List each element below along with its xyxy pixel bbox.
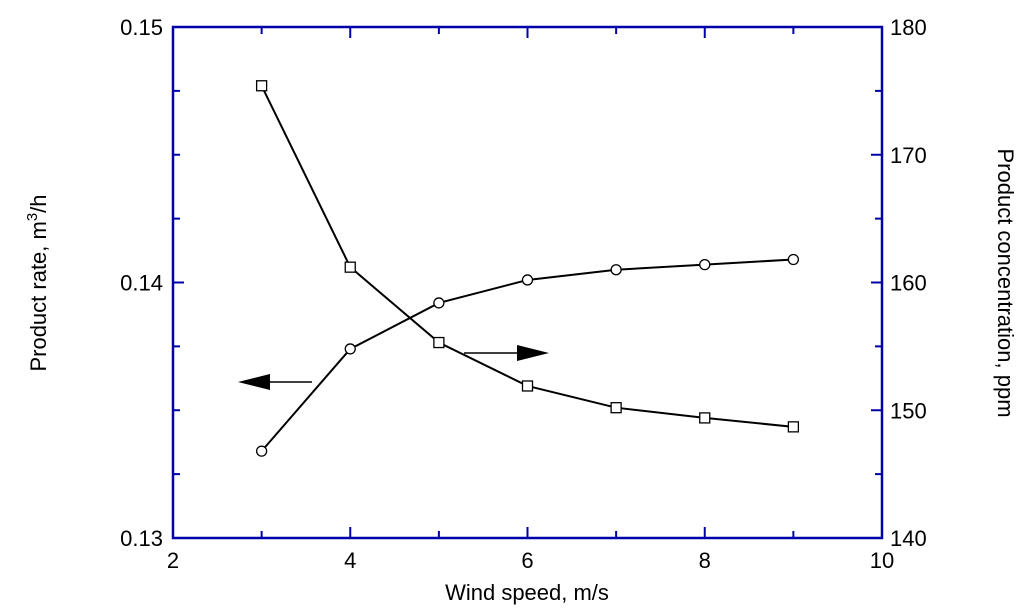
circle-point <box>787 253 800 266</box>
y-axis-right-title: Product concentration, ppm <box>993 148 1018 417</box>
circle-point <box>521 274 534 286</box>
circle-point <box>255 445 268 457</box>
y-axis-left-title-superscript: 3 <box>24 213 41 221</box>
x-tick-label: 10 <box>870 548 894 573</box>
circle-point <box>344 343 356 355</box>
series-line-square <box>260 85 794 428</box>
x-tick-label: 2 <box>167 548 179 573</box>
plot-frame <box>171 25 884 540</box>
y-right-tick-label: 170 <box>890 143 927 168</box>
y-left-tick-label: 0.14 <box>120 271 163 296</box>
y-axis-left-title: Product rate, m3/h <box>24 194 51 371</box>
square-point <box>787 421 800 433</box>
y-right-tick-label: 180 <box>890 15 927 40</box>
square-point <box>610 402 622 414</box>
y-left-tick-label: 0.15 <box>120 15 163 40</box>
y-left-tick-label: 0.13 <box>120 526 163 551</box>
square-point <box>344 261 356 273</box>
x-axis-title: Wind speed, m/s <box>445 580 609 605</box>
arrow-right-head <box>517 345 549 361</box>
x-tick-label: 8 <box>699 548 711 573</box>
square-point <box>433 336 445 349</box>
circle-point <box>433 297 445 309</box>
annotations-layer <box>238 345 549 390</box>
square-point <box>255 80 268 92</box>
circle-point <box>699 258 711 271</box>
x-tick-label: 4 <box>344 548 356 573</box>
y-right-tick-label: 160 <box>890 271 927 296</box>
circle-point <box>610 264 622 276</box>
y-right-tick-label: 150 <box>890 398 927 423</box>
arrow-left-head <box>238 374 270 390</box>
tick-labels: 2 4 6 8 10 0.13 0.14 0.15 140 150 160 170 180 <box>120 15 927 573</box>
series-layer <box>255 80 800 457</box>
square-point <box>521 380 534 392</box>
x-tick-label: 6 <box>521 548 533 573</box>
y-right-tick-label: 140 <box>890 526 927 551</box>
square-point <box>699 412 711 424</box>
